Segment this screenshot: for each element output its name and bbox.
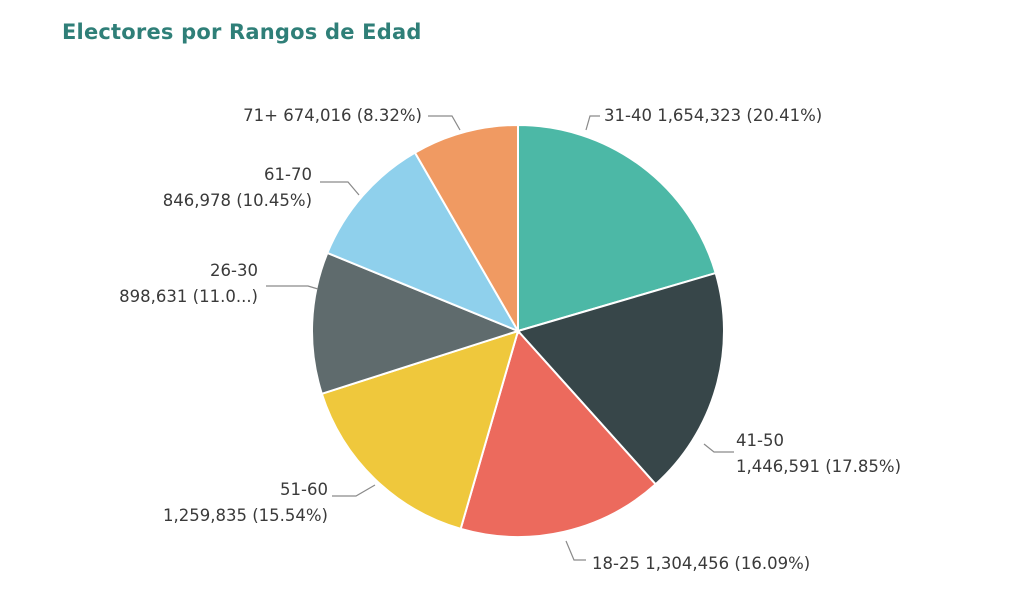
- data-label-61-70: 61-70 846,978 (10.45%): [163, 165, 312, 210]
- chart-title: Electores por Rangos de Edad: [62, 20, 422, 44]
- pie-slice-31-40[interactable]: [517, 123, 717, 333]
- pie-slice-51-60[interactable]: [320, 329, 520, 531]
- leader-line-61-70: [320, 181, 360, 196]
- leader-line-41-50: [703, 443, 734, 453]
- pie-slice-26-30[interactable]: [311, 251, 521, 396]
- leader-line-71plus: [428, 115, 461, 131]
- data-label-51-60: 51-60 1,259,835 (15.54%): [163, 480, 328, 525]
- data-label-71plus: 71+ 674,016 (8.32%): [243, 106, 422, 125]
- leader-line-31-40: [585, 115, 600, 131]
- pie-slice-18-25[interactable]: [459, 328, 658, 539]
- data-label-18-25: 18-25 1,304,456 (16.09%): [592, 554, 810, 573]
- data-label-26-30: 26-30 898,631 (11.0...): [119, 261, 258, 306]
- pie-slice-71plus[interactable]: [413, 123, 519, 335]
- leader-line-18-25: [565, 540, 586, 561]
- pie-slice-41-50[interactable]: [516, 271, 725, 486]
- pie-slice-61-70[interactable]: [326, 151, 521, 334]
- data-label-41-50: 41-50 1,446,591 (17.85%): [736, 431, 901, 476]
- data-label-31-40: 31-40 1,654,323 (20.41%): [604, 106, 822, 125]
- leader-line-51-60: [332, 484, 376, 497]
- leader-line-26-30: [266, 285, 319, 290]
